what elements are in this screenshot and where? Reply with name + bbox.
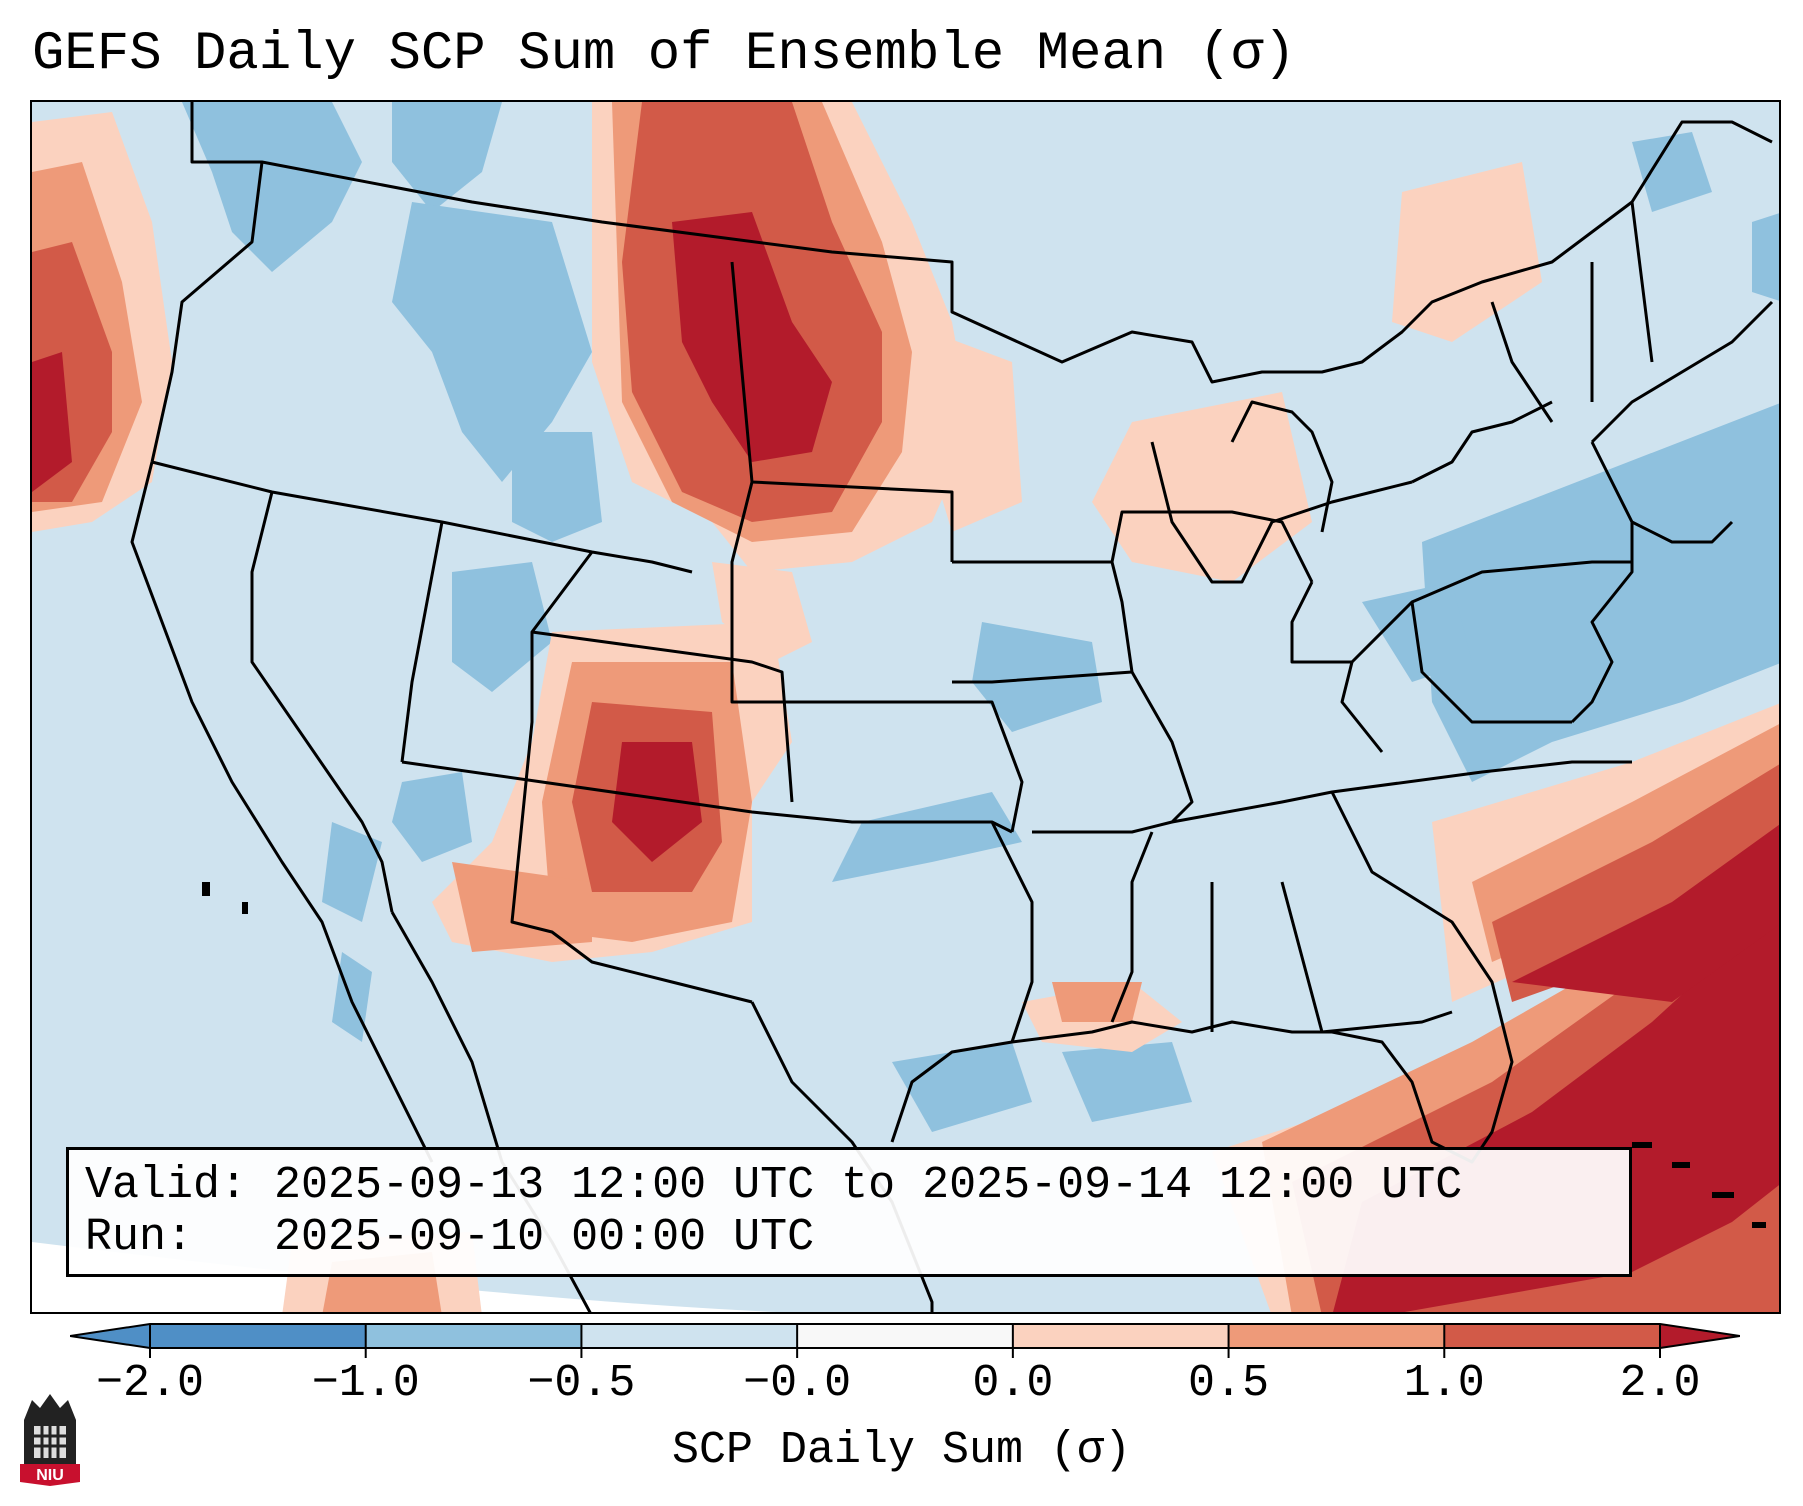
colorbar-segment xyxy=(797,1324,1013,1348)
colorbar-tick-label: 2.0 xyxy=(1619,1358,1700,1409)
colorbar-extend-left xyxy=(70,1324,150,1348)
colorbar-segment xyxy=(1013,1324,1229,1348)
colorbar-segments xyxy=(150,1324,1661,1348)
colorbar-segment xyxy=(366,1324,582,1348)
colorbar-title: SCP Daily Sum (σ) xyxy=(0,1425,1803,1476)
colorbar-tick-label: −1.0 xyxy=(312,1358,420,1409)
map-title: GEFS Daily SCP Sum of Ensemble Mean (σ) xyxy=(32,24,1296,85)
logo-text: NIU xyxy=(36,1467,64,1484)
colorbar-tick-label: 1.0 xyxy=(1404,1358,1485,1409)
colorbar-segment xyxy=(150,1324,366,1348)
map-canvas xyxy=(32,102,1781,1314)
valid-run-info-box: Valid: 2025-09-13 12:00 UTC to 2025-09-1… xyxy=(66,1147,1632,1277)
colorbar-segment xyxy=(1229,1324,1445,1348)
niu-tower-logo-icon: NIU xyxy=(18,1390,82,1486)
colorbar-tick-label: 0.5 xyxy=(1188,1358,1269,1409)
run-time-line: Run: 2025-09-10 00:00 UTC xyxy=(85,1212,814,1263)
valid-time-line: Valid: 2025-09-13 12:00 UTC to 2025-09-1… xyxy=(85,1160,1462,1211)
colorbar-segment xyxy=(581,1324,797,1348)
colorbar-segment xyxy=(1444,1324,1660,1348)
colorbar-tick-label: 0.0 xyxy=(972,1358,1053,1409)
colorbar-extend-right xyxy=(1660,1324,1740,1348)
colorbar xyxy=(70,1318,1740,1358)
colorbar-tick-label: −0.5 xyxy=(527,1358,635,1409)
map-panel: Valid: 2025-09-13 12:00 UTC to 2025-09-1… xyxy=(30,100,1781,1314)
colorbar-tick-label: −2.0 xyxy=(96,1358,204,1409)
colorbar-tick-label: −0.0 xyxy=(743,1358,851,1409)
